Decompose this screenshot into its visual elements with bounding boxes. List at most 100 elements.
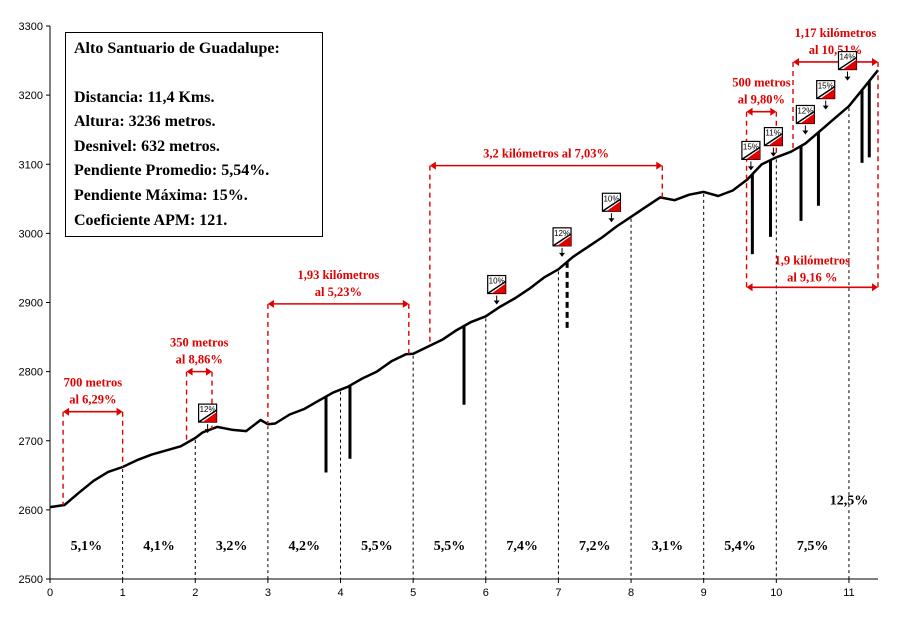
- elevation-profile: [49, 69, 879, 509]
- y-tick-label: 2500: [19, 574, 43, 586]
- flag-label: 10%: [489, 277, 505, 286]
- annotation-label: 500 metros: [732, 76, 791, 90]
- x-tick-label: 11: [843, 587, 854, 599]
- y-tick-label: 3000: [19, 228, 43, 240]
- x-tick-label: 7: [555, 587, 561, 599]
- flag-slope: [795, 110, 815, 125]
- gradient-flag: 10%: [487, 274, 507, 305]
- segment-gradient-label: 12,5%: [830, 493, 869, 508]
- gradient-flag: 15%: [816, 79, 836, 110]
- flag-label: 12%: [200, 405, 216, 414]
- flag-wedge: [557, 235, 572, 246]
- x-tick-label: 2: [192, 587, 198, 599]
- flag-label: 11%: [765, 129, 780, 138]
- annotation-label: al 6,29%: [69, 393, 116, 407]
- gradient-flag: 11%: [763, 126, 784, 157]
- flag-pointer-head: [747, 166, 754, 171]
- segment-gradient-label: 5,1%: [71, 539, 103, 554]
- flag-pointer-head: [608, 218, 615, 223]
- elevation-line: [49, 69, 879, 509]
- segment-gradient-label: 4,2%: [288, 539, 320, 554]
- x-tick-label: 9: [701, 587, 707, 599]
- annotation-label: al 8,86%: [176, 353, 223, 367]
- y-tick-label: 2900: [19, 298, 43, 310]
- gradient-flag: 12%: [795, 104, 815, 135]
- arrowhead-left: [429, 161, 436, 170]
- flag-label: 12%: [554, 229, 570, 238]
- arrowhead-right: [402, 299, 409, 308]
- y-tick-label: 3200: [19, 90, 43, 102]
- arrowhead-left: [746, 283, 753, 292]
- flag-pointer-head: [770, 152, 777, 157]
- flag-pointer-head: [493, 300, 500, 305]
- arrowhead-right: [116, 407, 123, 416]
- flag-pointer-head: [844, 76, 851, 81]
- flag-wedge: [491, 283, 506, 294]
- gradient-bars: [324, 81, 871, 473]
- flag-wedge: [800, 113, 815, 124]
- x-tick-label: 6: [483, 587, 489, 599]
- info-average-gradient: Pendiente Promedio: 5,54%.: [74, 162, 270, 180]
- x-tick-label: 8: [628, 587, 634, 599]
- x-tick-label: 5: [410, 587, 416, 599]
- gradient-flag: 12%: [552, 227, 572, 257]
- info-max-gradient: Pendiente Máxima: 15%.: [74, 186, 248, 204]
- arrowhead-right: [770, 107, 777, 116]
- arrowhead-left: [746, 107, 753, 116]
- segment-annotations: 700 metros al 6,29% 350 metros al 8,86% 1,93…: [62, 26, 879, 506]
- flag-slope: [741, 146, 761, 161]
- flag-pointer-head: [559, 252, 566, 257]
- y-tick-label: 3100: [19, 159, 43, 171]
- y-tick-label: 2800: [19, 367, 43, 379]
- gradient-flag: 15%: [741, 140, 761, 171]
- gradient-flag: 14%: [837, 50, 858, 81]
- segment-gradient-label: 7,5%: [797, 539, 829, 554]
- segment-gradient-label: 4,1%: [143, 539, 175, 554]
- arrowhead-right: [656, 161, 663, 170]
- annotation-label: al 5,23%: [315, 285, 362, 299]
- x-tick-label: 10: [770, 587, 782, 599]
- segment-gradient-label: 3,1%: [652, 539, 684, 554]
- annotation-label: 1,17 kilómetros: [795, 26, 877, 40]
- flag-label: 10%: [603, 194, 619, 203]
- climb-info-box: Alto Santuario de Guadalupe: Distancia: …: [65, 32, 323, 237]
- x-tick-label: 1: [120, 587, 126, 599]
- arrowhead-right: [872, 57, 878, 66]
- flag-label: 15%: [743, 142, 759, 151]
- flag-slope: [816, 85, 836, 100]
- flag-label: 12%: [797, 106, 813, 115]
- y-tick-label: 3300: [19, 21, 43, 33]
- climb-title: Alto Santuario de Guadalupe:: [74, 40, 280, 57]
- annotation-label: 350 metros: [170, 336, 229, 350]
- arrowhead-left: [793, 57, 800, 66]
- arrowhead-right: [872, 283, 878, 292]
- segment-gradient-labels: 5,1% 4,1% 3,2% 4,2% 5,5% 5,5% 7,4% 7,2% 3,1% 5,4%…: [71, 493, 869, 554]
- segment-gradient-label: 7,4%: [506, 539, 538, 554]
- flag-label: 15%: [818, 82, 834, 91]
- gradient-flag: 12%: [198, 403, 218, 434]
- info-apm-coefficient: Coeficiente APM: 121.: [74, 211, 228, 229]
- flag-slope: [763, 132, 783, 147]
- info-distance: Distancia: 11,4 Kms.: [74, 88, 215, 106]
- annotation-label: 1,93 kilómetros: [297, 268, 379, 282]
- annotation-label: 1,9 kilómetros: [775, 253, 851, 267]
- arrowhead-left: [186, 367, 193, 376]
- y-tick-label: 2700: [19, 436, 43, 448]
- flag-pointer-head: [822, 105, 829, 110]
- flag-slope: [838, 56, 857, 71]
- flag-slope: [487, 280, 507, 295]
- gradient-flags: 12% 10% 12% 10% 15% 11% 12% 15% 14%: [198, 50, 858, 434]
- flag-slope: [198, 409, 218, 423]
- segment-gradient-label: 5,4%: [724, 539, 756, 554]
- flag-wedge: [842, 59, 857, 70]
- segment-gradient-label: 3,2%: [216, 539, 248, 554]
- gradient-flag: 10%: [601, 192, 622, 223]
- arrowhead-left: [267, 299, 274, 308]
- info-elevation-gain: Desnivel: 632 metros.: [74, 137, 220, 155]
- annotation-label: 3,2 kilómetros al 7,03%: [483, 147, 609, 161]
- flag-wedge: [820, 88, 835, 99]
- segment-gradient-label: 5,5%: [434, 539, 466, 554]
- flag-wedge: [745, 149, 760, 160]
- flag-slope: [602, 198, 621, 212]
